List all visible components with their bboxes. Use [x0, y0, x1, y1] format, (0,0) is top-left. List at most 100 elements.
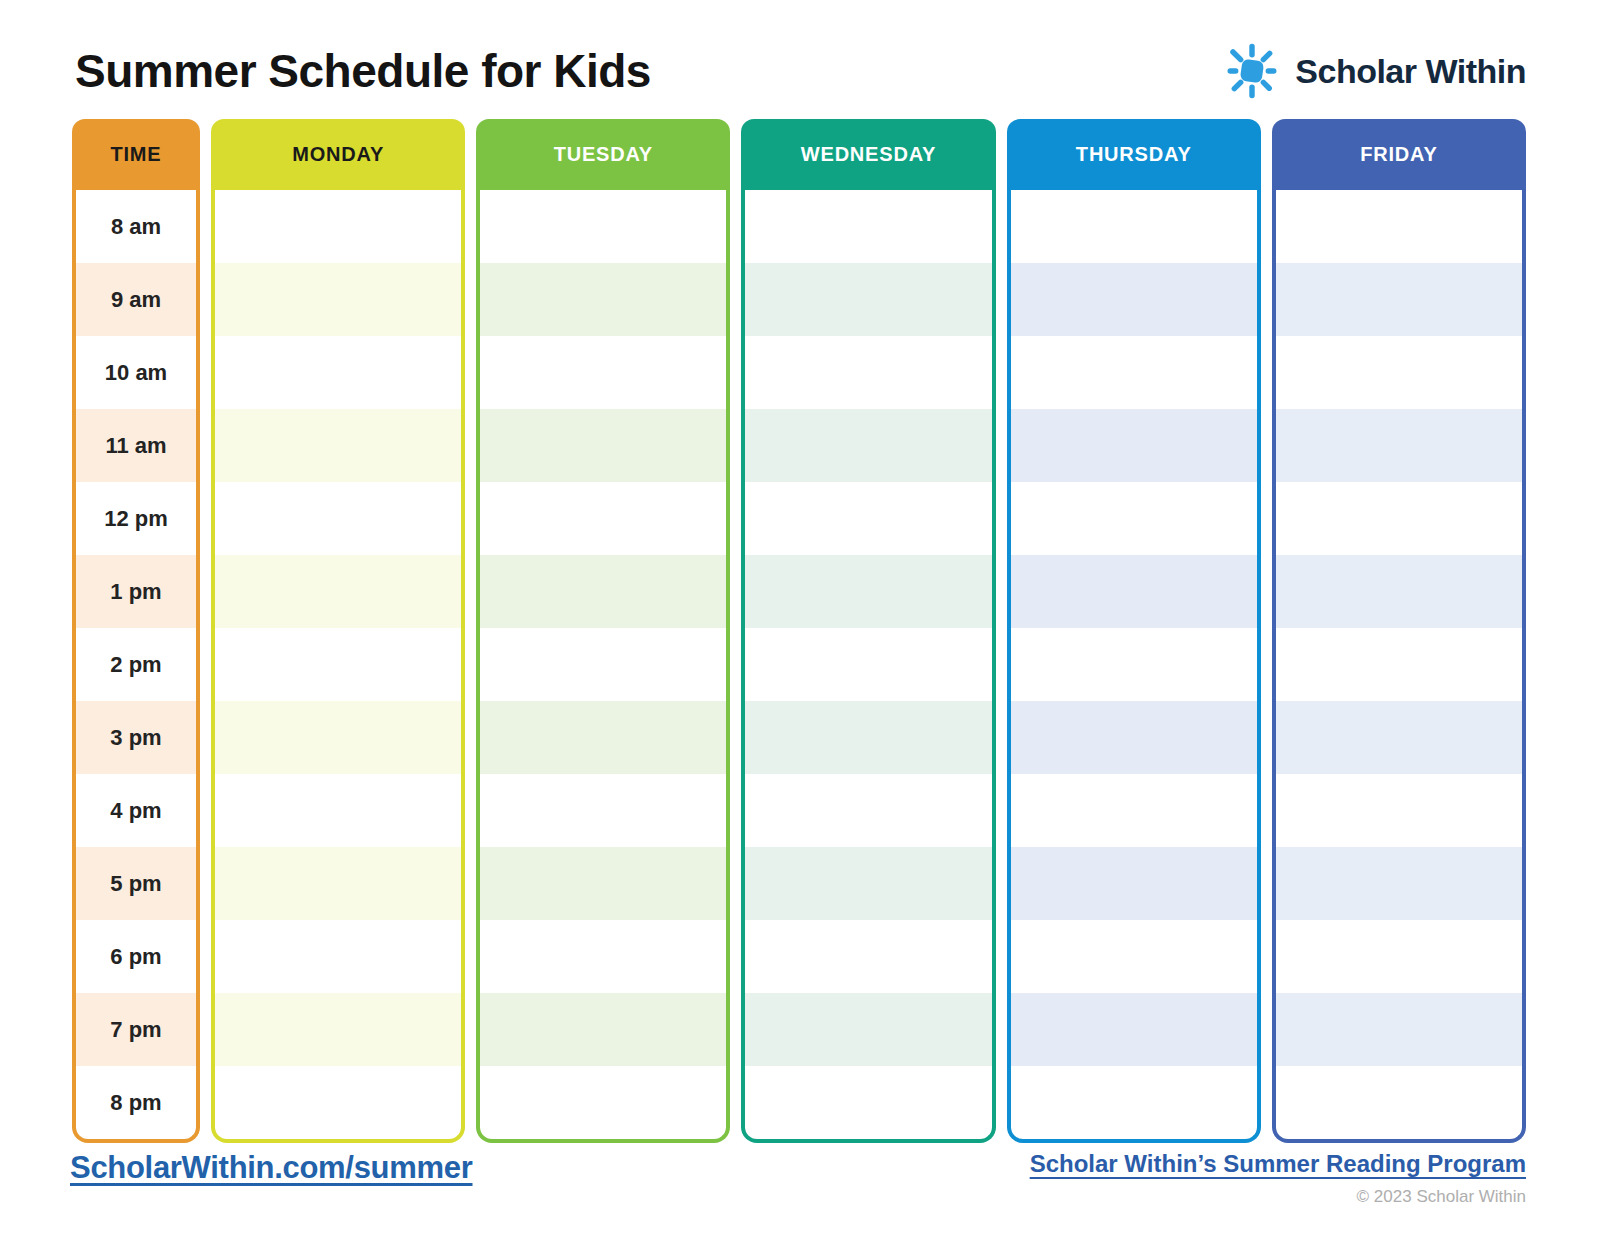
- schedule-cell: [215, 701, 461, 774]
- schedule-cell: [480, 263, 726, 336]
- schedule-cell: [1276, 555, 1522, 628]
- schedule-cell: [1276, 774, 1522, 847]
- schedule-cell: [745, 628, 991, 701]
- schedule-cell: [480, 336, 726, 409]
- schedule-cell: [745, 482, 991, 555]
- schedule-cell: [480, 920, 726, 993]
- brand-logo: Scholar Within: [1223, 42, 1526, 100]
- schedule-cell: [480, 555, 726, 628]
- time-row: 12 pm: [76, 482, 196, 555]
- schedule-cell: [745, 1066, 991, 1139]
- schedule-cell: [1276, 847, 1522, 920]
- schedule-cell: [1276, 409, 1522, 482]
- column-thursday: THURSDAY: [1007, 119, 1261, 1143]
- time-row: 1 pm: [76, 555, 196, 628]
- column-time: TIME 8 am 9 am 10 am 11 am 12 pm 1 pm 2 …: [72, 119, 200, 1143]
- time-row: 4 pm: [76, 774, 196, 847]
- schedule-cell: [480, 628, 726, 701]
- time-row: 11 am: [76, 409, 196, 482]
- copyright-text: © 2023 Scholar Within: [1030, 1187, 1526, 1207]
- schedule-cell: [745, 847, 991, 920]
- schedule-cell: [480, 774, 726, 847]
- schedule-cell: [480, 1066, 726, 1139]
- time-row: 7 pm: [76, 993, 196, 1066]
- time-row: 9 am: [76, 263, 196, 336]
- schedule-cell: [745, 555, 991, 628]
- sun-icon: [1223, 42, 1281, 100]
- schedule-cell: [1276, 993, 1522, 1066]
- schedule-cell: [480, 993, 726, 1066]
- schedule-cell: [1276, 482, 1522, 555]
- column-wednesday: WEDNESDAY: [741, 119, 995, 1143]
- friday-column-body: [1272, 190, 1526, 1143]
- footer-right: Scholar Within’s Summer Reading Program …: [1030, 1150, 1526, 1207]
- schedule-cell: [480, 701, 726, 774]
- column-header-wednesday: WEDNESDAY: [741, 119, 995, 190]
- schedule-cell: [215, 1066, 461, 1139]
- time-label: 1 pm: [110, 579, 161, 605]
- schedule-cell: [1011, 993, 1257, 1066]
- column-tuesday: TUESDAY: [476, 119, 730, 1143]
- page: Summer Schedule for Kids Scholar Within: [0, 0, 1600, 1236]
- column-header-tuesday: TUESDAY: [476, 119, 730, 190]
- time-row: 8 am: [76, 190, 196, 263]
- schedule-cell: [215, 190, 461, 263]
- schedule-cell: [1011, 409, 1257, 482]
- top-bar: Summer Schedule for Kids Scholar Within: [75, 42, 1526, 100]
- time-label: 8 am: [111, 214, 161, 240]
- schedule-cell: [215, 555, 461, 628]
- schedule-cell: [1011, 482, 1257, 555]
- wednesday-column-body: [741, 190, 995, 1143]
- time-label: 6 pm: [110, 944, 161, 970]
- monday-column-body: [211, 190, 465, 1143]
- schedule-cell: [480, 482, 726, 555]
- schedule-cell: [1276, 263, 1522, 336]
- time-row: 6 pm: [76, 920, 196, 993]
- schedule-cell: [215, 993, 461, 1066]
- time-row: 3 pm: [76, 701, 196, 774]
- column-header-time: TIME: [72, 119, 200, 190]
- schedule-cell: [1011, 1066, 1257, 1139]
- footer: ScholarWithin.com/summer Scholar Within’…: [70, 1150, 1526, 1207]
- time-label: 12 pm: [104, 506, 168, 532]
- time-label: 4 pm: [110, 798, 161, 824]
- schedule-cell: [1011, 920, 1257, 993]
- schedule-cell: [1276, 190, 1522, 263]
- schedule-cell: [215, 920, 461, 993]
- time-label: 9 am: [111, 287, 161, 313]
- schedule-cell: [1011, 336, 1257, 409]
- time-row: 8 pm: [76, 1066, 196, 1139]
- schedule-cell: [1011, 190, 1257, 263]
- time-row: 10 am: [76, 336, 196, 409]
- summer-url-link[interactable]: ScholarWithin.com/summer: [70, 1150, 473, 1186]
- schedule-cell: [215, 409, 461, 482]
- time-label: 5 pm: [110, 871, 161, 897]
- schedule-cell: [1276, 628, 1522, 701]
- schedule-cell: [745, 409, 991, 482]
- schedule-cell: [215, 628, 461, 701]
- schedule-cell: [1011, 847, 1257, 920]
- schedule-cell: [1276, 701, 1522, 774]
- schedule-cell: [480, 190, 726, 263]
- summer-reading-program-link[interactable]: Scholar Within’s Summer Reading Program: [1030, 1150, 1526, 1177]
- time-column-body: 8 am 9 am 10 am 11 am 12 pm 1 pm 2 pm 3 …: [72, 190, 200, 1143]
- schedule-cell: [745, 993, 991, 1066]
- time-row: 2 pm: [76, 628, 196, 701]
- schedule-cell: [745, 701, 991, 774]
- schedule-cell: [480, 847, 726, 920]
- schedule-cell: [1011, 701, 1257, 774]
- brand-name: Scholar Within: [1295, 52, 1526, 91]
- schedule-cell: [745, 190, 991, 263]
- column-header-thursday: THURSDAY: [1007, 119, 1261, 190]
- schedule-cell: [1276, 920, 1522, 993]
- page-title: Summer Schedule for Kids: [75, 44, 651, 98]
- time-label: 10 am: [105, 360, 167, 386]
- schedule-cell: [745, 920, 991, 993]
- schedule-cell: [215, 774, 461, 847]
- time-label: 8 pm: [110, 1090, 161, 1116]
- thursday-column-body: [1007, 190, 1261, 1143]
- time-label: 11 am: [105, 433, 166, 459]
- schedule-cell: [1011, 628, 1257, 701]
- schedule-cell: [215, 482, 461, 555]
- schedule-cell: [745, 774, 991, 847]
